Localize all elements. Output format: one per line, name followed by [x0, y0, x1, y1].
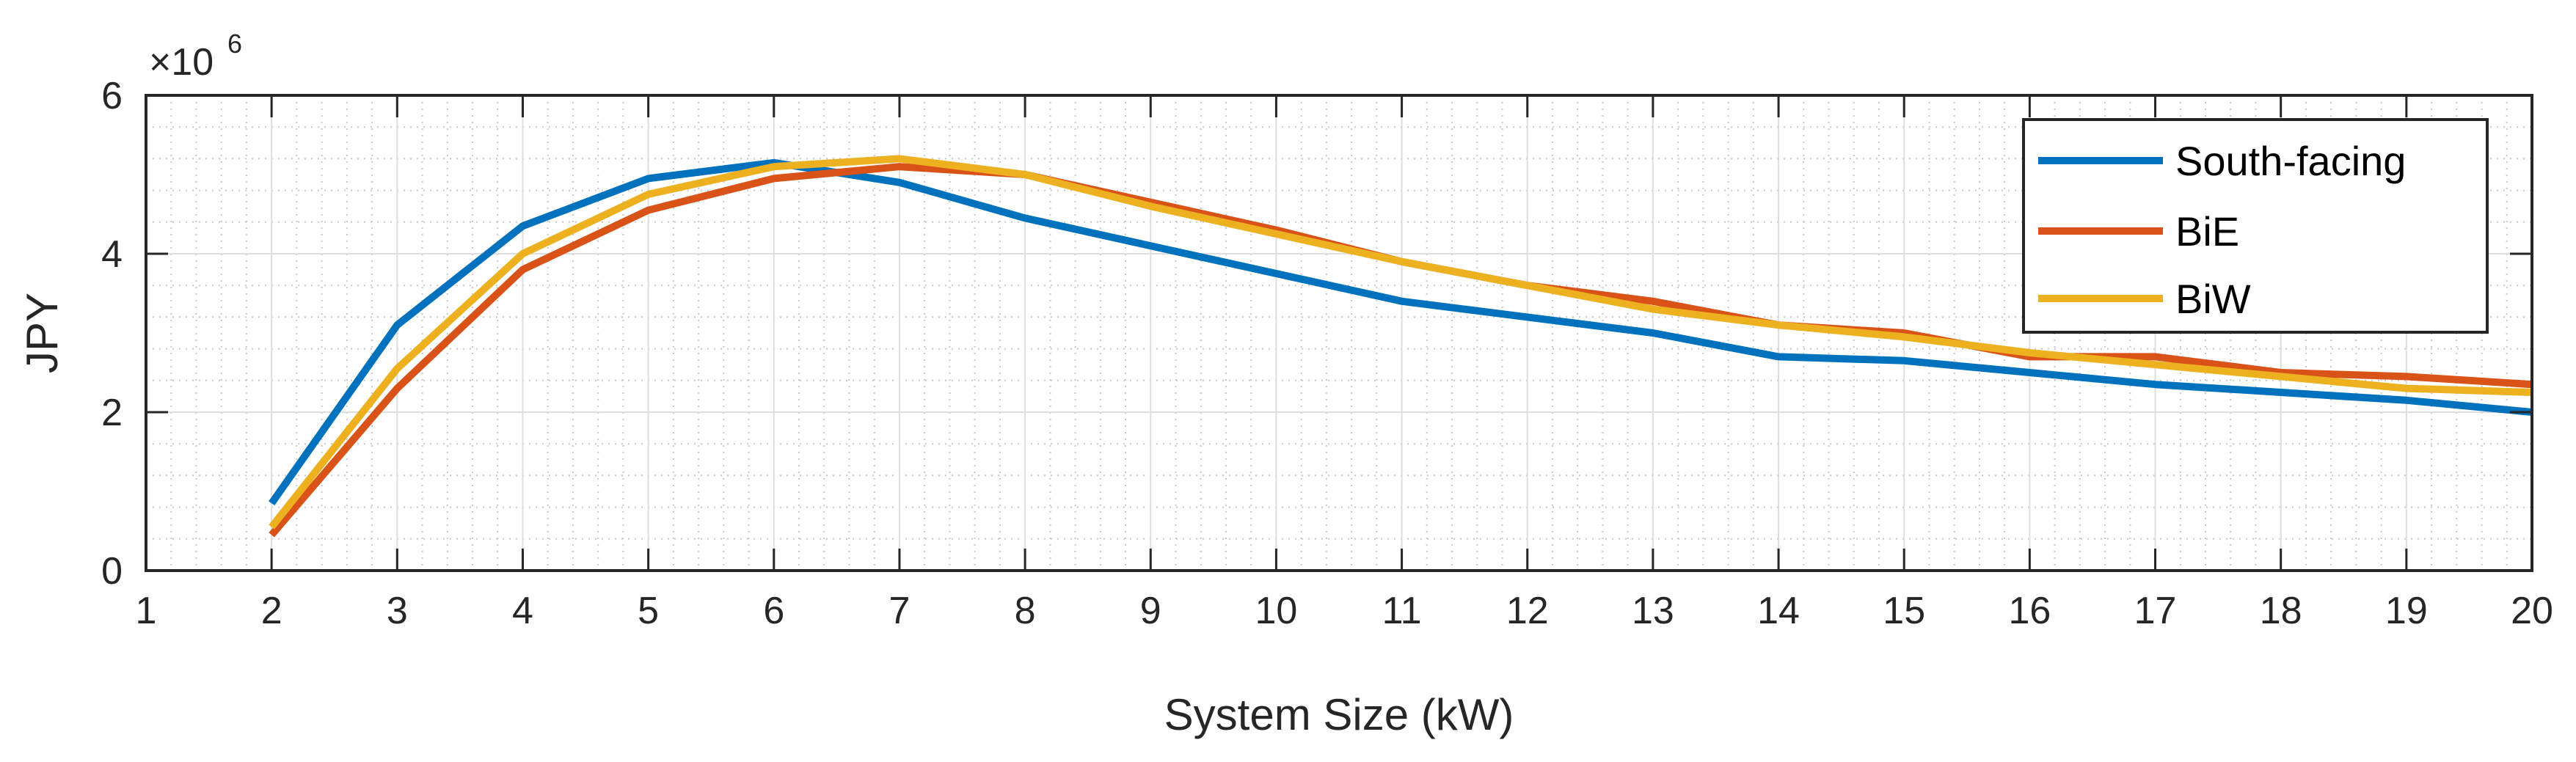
x-tick-label: 14: [1757, 590, 1800, 632]
y-axis-exponent-power: 6: [227, 29, 242, 59]
x-axis-ticks: 1 2 3 4 5 6 7 8 9 10 11 12 13 14 15 16 17 18 19 20: [136, 95, 2553, 632]
x-tick-label: 1: [136, 590, 157, 632]
y-tick-label: 4: [101, 233, 123, 276]
plot-frame: [145, 94, 2533, 572]
x-tick-label: 6: [763, 590, 784, 632]
y-tick-label: 6: [101, 75, 123, 117]
series-line-south-facing: [269, 158, 2533, 506]
x-tick-label: 15: [1883, 590, 1925, 632]
x-tick-label: 9: [1140, 590, 1161, 632]
x-tick-label: 3: [387, 590, 408, 632]
x-axis-label: System Size (kW): [1164, 690, 1514, 739]
x-tick-label: 12: [1506, 590, 1549, 632]
y-axis-ticks: 0 2 4 6: [101, 75, 2532, 593]
x-tick-label: 11: [1382, 590, 1422, 632]
x-tick-label: 2: [261, 590, 282, 632]
x-tick-label: 8: [1015, 590, 1036, 632]
legend-label-south-facing: South-facing: [2175, 138, 2406, 184]
legend-label-biw: BiW: [2175, 276, 2251, 322]
x-tick-label: 10: [1255, 590, 1297, 632]
x-tick-label: 4: [512, 590, 533, 632]
legend: South-facing BiE BiW: [2022, 118, 2489, 334]
x-tick-label: 18: [2260, 590, 2302, 632]
x-tick-label: 19: [2385, 590, 2428, 632]
series-lines: [269, 155, 2533, 538]
x-tick-label: 16: [2008, 590, 2051, 632]
x-tick-label: 20: [2511, 590, 2553, 632]
y-axis-label: JPY: [18, 293, 67, 373]
x-tick-label: 5: [638, 590, 659, 632]
x-tick-label: 13: [1632, 590, 1674, 632]
legend-label-bie: BiE: [2175, 208, 2239, 254]
y-axis-exponent-base: ×10: [149, 41, 214, 84]
x-tick-label: 17: [2134, 590, 2177, 632]
y-tick-label: 2: [101, 392, 123, 434]
x-tick-label: 7: [889, 590, 910, 632]
series-line-biw: [269, 155, 2533, 530]
y-tick-label: 0: [101, 550, 123, 593]
